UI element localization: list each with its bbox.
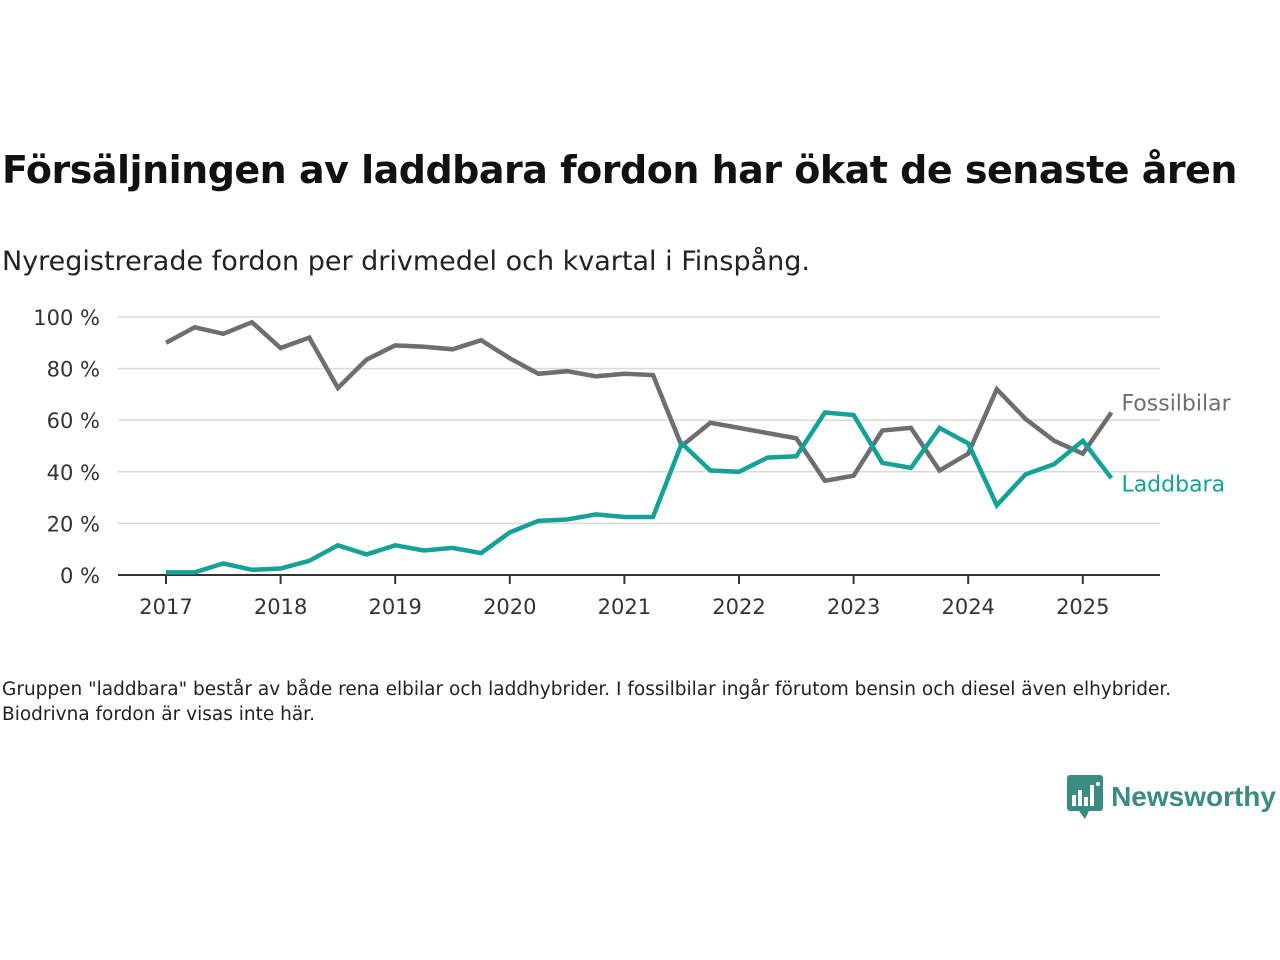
y-tick-label: 60 % [47, 409, 100, 433]
y-tick-label: 100 % [33, 306, 100, 330]
brand-name: Newsworthy [1111, 781, 1276, 812]
x-tick-label: 2018 [254, 595, 307, 619]
x-tick-label: 2017 [139, 595, 192, 619]
x-tick-label: 2020 [483, 595, 536, 619]
x-tick-label: 2021 [598, 595, 651, 619]
y-tick-label: 80 % [47, 358, 100, 382]
newsworthy-logo-icon [1067, 775, 1104, 819]
series-lines [164, 319, 1114, 575]
gridlines [118, 316, 1160, 525]
y-tick-label: 40 % [47, 461, 100, 485]
y-tick-label: 0 % [60, 564, 100, 588]
x-tick-label: 2025 [1056, 595, 1109, 619]
x-tick-label: 2022 [712, 595, 765, 619]
chart-subtitle: Nyregistrerade fordon per drivmedel och … [2, 246, 810, 277]
chart-footnote: Gruppen "laddbara" består av både rena e… [2, 679, 1172, 725]
series-line-fossilbilar [164, 319, 1114, 484]
series-labels: Fossilbilar Laddbara [1121, 391, 1231, 497]
line-chart: 0 % 20 % 40 % 60 % 80 % 100 % 2017 2018 2019 2020… [33, 306, 1231, 619]
axes: 0 % 20 % 40 % 60 % 80 % 100 % 2017 2018 2019 2020… [33, 306, 1160, 619]
series-label-fossilbilar: Fossilbilar [1121, 391, 1231, 416]
y-tick-label: 20 % [47, 512, 100, 536]
series-label-laddbara: Laddbara [1121, 472, 1225, 497]
x-tick-label: 2023 [827, 595, 880, 619]
x-tick-label: 2019 [368, 595, 421, 619]
newsworthy-brand[interactable]: Newsworthy [1067, 775, 1276, 819]
x-tick-label: 2024 [941, 595, 994, 619]
series-line-laddbara [166, 410, 1114, 575]
chart-title: Försäljningen av laddbara fordon har öka… [2, 148, 1237, 192]
